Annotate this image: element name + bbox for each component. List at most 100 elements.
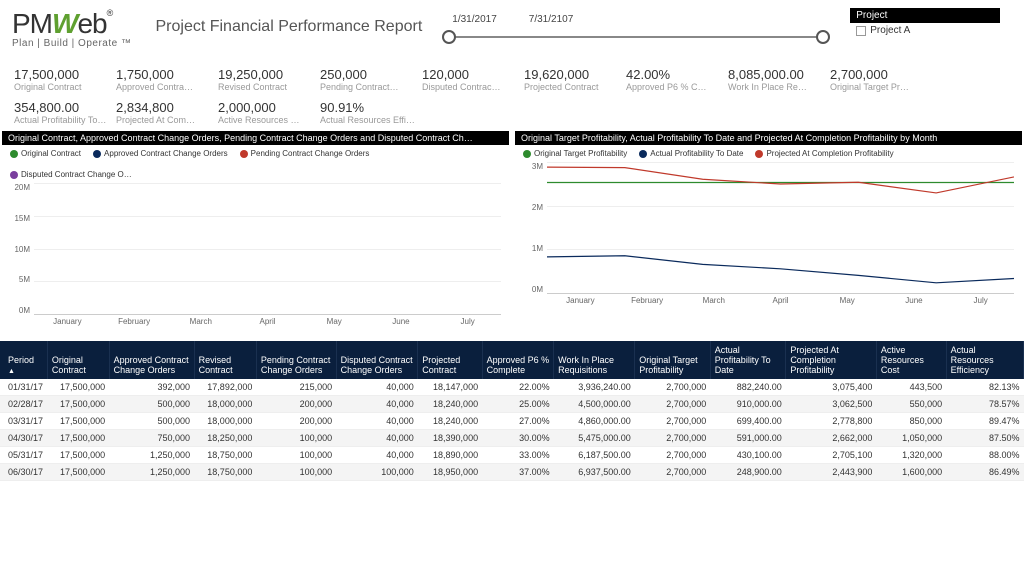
table-header-cell[interactable]: Actual Resources Efficiency	[946, 341, 1023, 379]
kpi-value: 2,834,800	[116, 100, 214, 115]
table-cell: 17,500,000	[47, 430, 109, 447]
legend-label: Approved Contract Change Orders	[104, 149, 228, 158]
table-cell: 18,240,000	[418, 396, 482, 413]
table-header-cell[interactable]: Revised Contract	[194, 341, 256, 379]
filter-header: Project	[850, 8, 1000, 23]
table-header-row: Period ▲Original ContractApproved Contra…	[0, 341, 1024, 379]
table-cell: 248,900.00	[710, 464, 786, 481]
kpi-card: 354,800.00Actual Profitability To…	[12, 96, 114, 129]
table-cell: 18,950,000	[418, 464, 482, 481]
table-header-cell[interactable]: Original Target Profitability	[635, 341, 711, 379]
kpi-card: 2,000,000Active Resources …	[216, 96, 318, 129]
kpi-card: 90.91%Actual Resources Effi…	[318, 96, 420, 129]
table-cell: 850,000	[876, 413, 946, 430]
table-cell: 2,700,000	[635, 379, 711, 396]
slider-handle-start[interactable]	[442, 30, 456, 44]
table-row[interactable]: 02/28/1717,500,000500,00018,000,000200,0…	[0, 396, 1024, 413]
kpi-card: 19,250,000Revised Contract	[216, 63, 318, 96]
table-cell: 86.49%	[946, 464, 1023, 481]
table-header-cell[interactable]: Active Resources Cost	[876, 341, 946, 379]
table-cell: 2,705,100	[786, 447, 877, 464]
line-chart-x-axis: JanuaryFebruaryMarchAprilMayJuneJuly	[547, 296, 1014, 312]
project-filter[interactable]: Project Project A	[850, 8, 1000, 38]
table-cell: 443,500	[876, 379, 946, 396]
table-cell: 18,750,000	[194, 464, 256, 481]
legend-item: Disputed Contract Change O…	[10, 170, 132, 179]
legend-label: Disputed Contract Change O…	[21, 170, 132, 179]
table-cell: 4,500,000.00	[554, 396, 635, 413]
filter-item-label: Project A	[870, 25, 910, 36]
legend-dot-icon	[523, 150, 531, 158]
legend-label: Original Contract	[21, 149, 81, 158]
table-header-cell[interactable]: Approved Contract Change Orders	[109, 341, 194, 379]
legend-dot-icon	[755, 150, 763, 158]
table-cell: 1,600,000	[876, 464, 946, 481]
kpi-label: Original Contract	[14, 82, 112, 92]
kpi-value: 354,800.00	[14, 100, 112, 115]
table-cell: 750,000	[109, 430, 194, 447]
table-cell: 6,187,500.00	[554, 447, 635, 464]
kpi-card: 17,500,000Original Contract	[12, 63, 114, 96]
slider-end-date: 7/31/2107	[523, 12, 580, 27]
table-cell: 550,000	[876, 396, 946, 413]
slider-start-date: 1/31/2017	[446, 12, 503, 27]
table-row[interactable]: 03/31/1717,500,000500,00018,000,000200,0…	[0, 413, 1024, 430]
line-chart-title: Original Target Profitability, Actual Pr…	[515, 131, 1022, 145]
table-cell: 3,936,240.00	[554, 379, 635, 396]
kpi-value: 120,000	[422, 67, 520, 82]
table-cell: 100,000	[256, 447, 336, 464]
kpi-value: 90.91%	[320, 100, 418, 115]
bar-chart-y-axis: 20M15M10M5M0M	[2, 183, 30, 315]
legend-dot-icon	[639, 150, 647, 158]
table-header-cell[interactable]: Period ▲	[0, 341, 47, 379]
table-row[interactable]: 05/31/1717,500,0001,250,00018,750,000100…	[0, 447, 1024, 464]
logo: PMWeb® Plan | Build | Operate ™	[12, 8, 131, 49]
kpi-label: Actual Resources Effi…	[320, 115, 418, 125]
table-row[interactable]: 01/31/1717,500,000392,00017,892,000215,0…	[0, 379, 1024, 396]
table-cell: 40,000	[336, 430, 418, 447]
table-header-cell[interactable]: Disputed Contract Change Orders	[336, 341, 418, 379]
table-cell: 18,240,000	[418, 413, 482, 430]
table-cell: 2,700,000	[635, 464, 711, 481]
filter-item-project-a[interactable]: Project A	[850, 23, 1000, 38]
table-cell: 30.00%	[482, 430, 554, 447]
kpi-label: Original Target Pr…	[830, 82, 928, 92]
table-cell: 1,250,000	[109, 464, 194, 481]
table-row[interactable]: 04/30/1717,500,000750,00018,250,000100,0…	[0, 430, 1024, 447]
kpi-label: Active Resources …	[218, 115, 316, 125]
sort-asc-icon: ▲	[8, 368, 15, 375]
table-cell: 40,000	[336, 396, 418, 413]
checkbox-icon[interactable]	[856, 26, 866, 36]
table-cell: 2,700,000	[635, 413, 711, 430]
table-cell: 22.00%	[482, 379, 554, 396]
table-body: 01/31/1717,500,000392,00017,892,000215,0…	[0, 379, 1024, 481]
legend-item: Pending Contract Change Orders	[240, 149, 370, 158]
table-cell: 18,750,000	[194, 447, 256, 464]
slider-handle-end[interactable]	[816, 30, 830, 44]
table-cell: 05/31/17	[0, 447, 47, 464]
table-header-cell[interactable]: Actual Profitability To Date	[710, 341, 786, 379]
table-cell: 3,075,400	[786, 379, 877, 396]
kpi-card: 2,700,000Original Target Pr…	[828, 63, 930, 96]
legend-label: Projected At Completion Profitability	[766, 149, 893, 158]
legend-item: Approved Contract Change Orders	[93, 149, 228, 158]
table-cell: 87.50%	[946, 430, 1023, 447]
table-header-cell[interactable]: Projected At Completion Profitability	[786, 341, 877, 379]
table-cell: 500,000	[109, 396, 194, 413]
table-cell: 18,000,000	[194, 413, 256, 430]
table-header-cell[interactable]: Projected Contract	[418, 341, 482, 379]
table-row[interactable]: 06/30/1717,500,0001,250,00018,750,000100…	[0, 464, 1024, 481]
bar-chart-x-axis: JanuaryFebruaryMarchAprilMayJuneJuly	[34, 317, 501, 333]
table-header-cell[interactable]: Original Contract	[47, 341, 109, 379]
kpi-value: 8,085,000.00	[728, 67, 826, 82]
table-cell: 1,320,000	[876, 447, 946, 464]
table-cell: 2,700,000	[635, 396, 711, 413]
date-range-slider[interactable]: 1/31/2017 7/31/2107	[446, 12, 826, 45]
bar-chart-title: Original Contract, Approved Contract Cha…	[2, 131, 509, 145]
table-header-cell[interactable]: Approved P6 % Complete	[482, 341, 554, 379]
table-cell: 591,000.00	[710, 430, 786, 447]
table-header-cell[interactable]: Work In Place Requisitions	[554, 341, 635, 379]
bar-chart: Original Contract, Approved Contract Cha…	[2, 131, 509, 333]
legend-label: Original Target Profitability	[534, 149, 627, 158]
table-header-cell[interactable]: Pending Contract Change Orders	[256, 341, 336, 379]
